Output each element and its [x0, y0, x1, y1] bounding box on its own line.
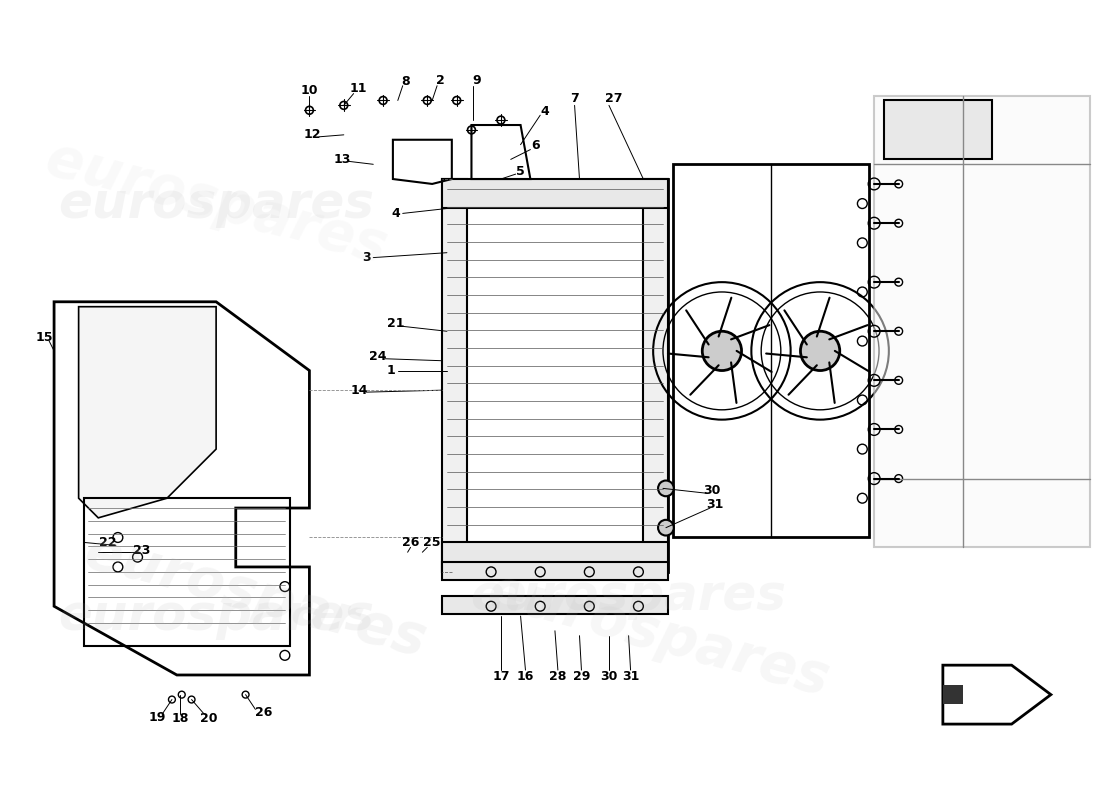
Text: 2: 2	[436, 74, 444, 87]
Text: eurospares: eurospares	[471, 573, 786, 621]
Text: 20: 20	[200, 712, 218, 725]
Text: 14: 14	[351, 384, 369, 397]
Text: 5: 5	[516, 165, 525, 178]
Circle shape	[658, 520, 674, 535]
Bar	[673, 164, 869, 538]
Polygon shape	[874, 95, 1090, 547]
Text: 13: 13	[333, 153, 351, 166]
Text: eurospares: eurospares	[58, 592, 374, 640]
Text: 4: 4	[541, 105, 550, 118]
Bar	[442, 562, 668, 580]
Text: 10: 10	[300, 84, 318, 97]
Text: 29: 29	[573, 670, 590, 683]
Polygon shape	[78, 306, 216, 518]
Text: 22: 22	[99, 536, 117, 549]
Text: 28: 28	[549, 670, 566, 683]
Text: 24: 24	[370, 350, 387, 363]
Text: 31: 31	[621, 670, 639, 683]
Bar	[442, 179, 466, 572]
Bar	[84, 498, 289, 646]
Text: 31: 31	[706, 498, 724, 510]
Text: 7: 7	[570, 92, 579, 105]
Circle shape	[702, 331, 741, 370]
Text: 23: 23	[133, 544, 151, 557]
Text: 4: 4	[392, 207, 400, 220]
Text: eurospares: eurospares	[40, 132, 393, 275]
Text: 3: 3	[362, 251, 371, 264]
Circle shape	[711, 339, 734, 362]
Text: 25: 25	[424, 536, 441, 549]
Text: 30: 30	[703, 484, 720, 497]
Circle shape	[801, 331, 839, 370]
Text: 16: 16	[517, 670, 535, 683]
Text: 1: 1	[386, 364, 395, 377]
Text: 21: 21	[387, 317, 405, 330]
Text: 6: 6	[531, 139, 540, 152]
Bar	[442, 179, 668, 572]
Text: eurospares: eurospares	[58, 179, 374, 227]
Text: 9: 9	[472, 74, 481, 87]
Text: 26: 26	[254, 706, 272, 719]
Text: 18: 18	[172, 712, 188, 725]
Polygon shape	[943, 685, 962, 705]
Bar	[442, 542, 668, 572]
Circle shape	[808, 339, 832, 362]
Text: 17: 17	[492, 670, 509, 683]
Text: 27: 27	[605, 92, 623, 105]
Text: 19: 19	[148, 710, 166, 724]
Bar	[644, 179, 668, 572]
Bar	[442, 179, 668, 209]
Bar	[884, 101, 992, 159]
Text: eurospares: eurospares	[79, 525, 432, 668]
Circle shape	[658, 481, 674, 496]
Text: eurospares: eurospares	[482, 564, 835, 707]
Text: 11: 11	[350, 82, 367, 95]
Text: 30: 30	[601, 670, 617, 683]
Text: 26: 26	[402, 536, 419, 549]
Bar	[442, 597, 668, 614]
Text: 15: 15	[35, 330, 53, 344]
Text: 12: 12	[304, 128, 321, 142]
Text: 8: 8	[402, 75, 410, 88]
